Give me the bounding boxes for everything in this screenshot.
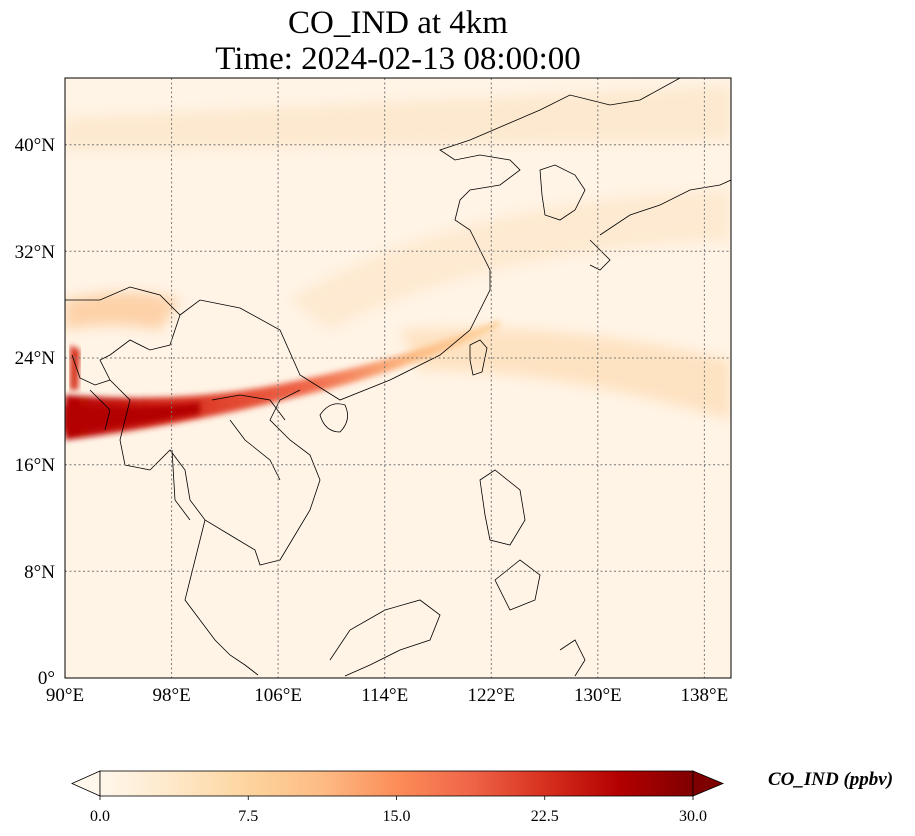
lon-tick-label: 122°E <box>467 685 515 706</box>
colorbar-extend-min <box>71 770 101 797</box>
colorbar-extend-max <box>692 770 725 797</box>
lon-tick-label: 106°E <box>254 685 302 706</box>
map-frame <box>64 77 732 679</box>
map-title: CO_IND at 4km <box>288 5 508 41</box>
concentration-field <box>65 86 731 420</box>
map-panel <box>65 78 731 678</box>
lon-tick-label: 130°E <box>574 685 622 706</box>
colorbar-tick-label: 0.0 <box>90 808 110 825</box>
colorbar-ticks <box>99 796 694 800</box>
colorbar-tick-label: 15.0 <box>383 808 411 825</box>
colorbar-tick-label: 30.0 <box>679 808 707 825</box>
map-subtitle-time: Time: 2024-02-13 08:00:00 <box>215 41 581 77</box>
lat-tick-label: 24°N <box>15 348 56 369</box>
coastlines-and-borders <box>65 78 731 677</box>
lat-tick-label: 16°N <box>15 455 56 476</box>
colorbar-tick-label: 22.5 <box>531 808 559 825</box>
lat-tick-labels: 0° 8°N 16°N 24°N 32°N 40°N <box>15 135 56 689</box>
lat-tick-label: 8°N <box>24 562 55 583</box>
gridlines <box>65 78 731 678</box>
lon-tick-labels: 90°E 98°E 106°E 114°E 122°E 130°E 138°E <box>46 685 728 706</box>
colorbar: 0.0 7.5 15.0 22.5 30.0 <box>71 770 725 825</box>
lon-tick-label: 138°E <box>681 685 729 706</box>
colorbar-tick-label: 7.5 <box>238 808 258 825</box>
lat-tick-label: 0° <box>38 668 55 689</box>
lon-tick-label: 98°E <box>152 685 190 706</box>
lon-tick-label: 90°E <box>46 685 84 706</box>
colorbar-label: CO_IND (ppbv) <box>768 769 894 790</box>
colorbar-gradient <box>99 770 694 797</box>
lon-tick-label: 114°E <box>361 685 408 706</box>
lat-tick-label: 32°N <box>15 242 56 263</box>
lat-tick-label: 40°N <box>15 135 56 156</box>
